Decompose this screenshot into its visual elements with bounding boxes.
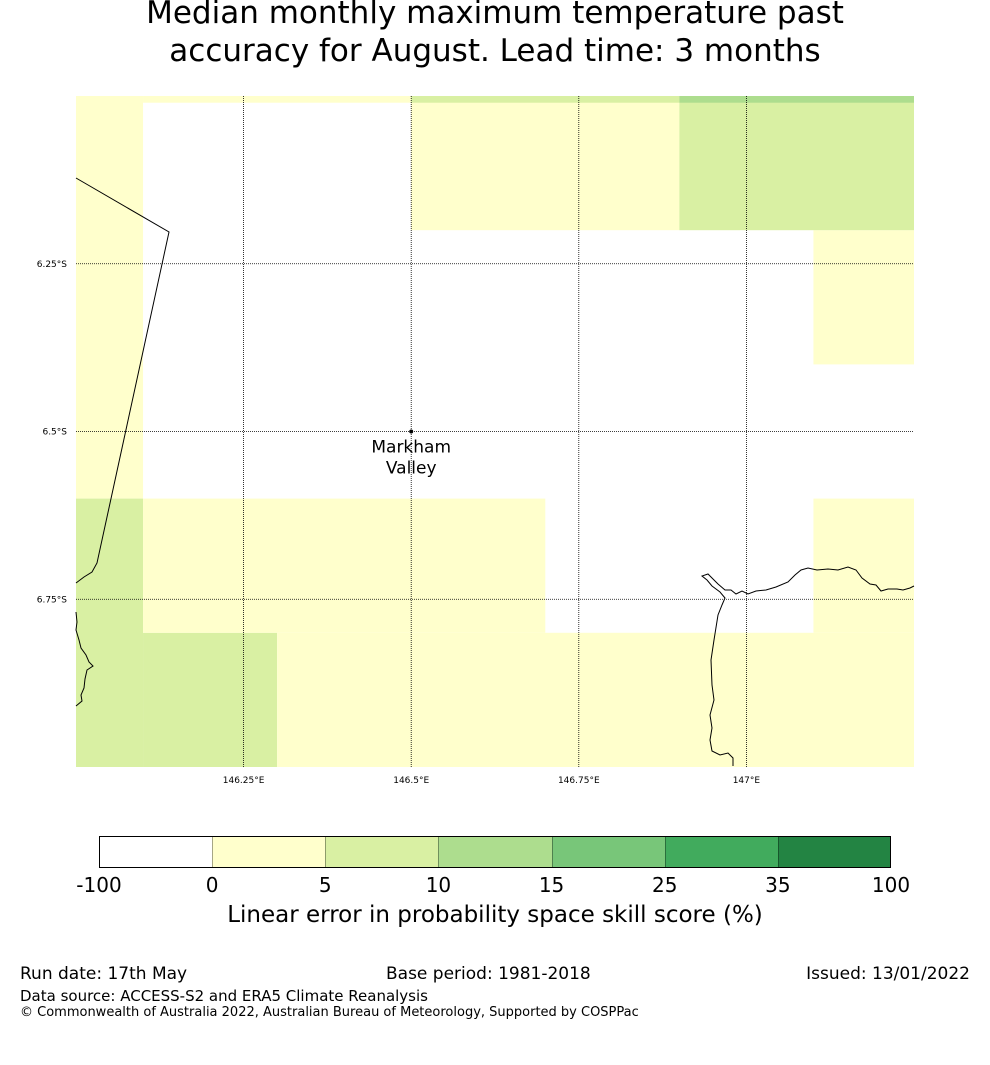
latitude-tick-label: 6.25°S (37, 260, 68, 270)
skill-cell (679, 96, 914, 103)
skill-cell (813, 230, 914, 365)
legend-color-box (212, 836, 326, 868)
place-label-line-1: Markham (371, 438, 451, 458)
longitude-tick-label: 147°E (733, 776, 761, 786)
place-label-line-2: Valley (386, 459, 437, 479)
legend-color-box (777, 836, 891, 868)
legend-bound-label: 0 (205, 873, 219, 897)
legend-color-box (551, 836, 665, 868)
skill-cell (143, 96, 412, 103)
skill-cell (813, 498, 914, 633)
skill-cell (76, 498, 144, 767)
legend-bound-label: 5 (318, 873, 332, 897)
legend-color-box (325, 836, 439, 868)
data-source: Data source: ACCESS-S2 and ERA5 Climate … (20, 987, 428, 1005)
longitude-tick-label: 146.75°E (558, 776, 600, 786)
run-date: Run date: 17th May (20, 964, 188, 984)
title-line-2: accuracy for August. Lead time: 3 months (169, 33, 821, 69)
skill-cell (143, 632, 278, 767)
chart-title: Median monthly maximum temperature past … (0, 0, 990, 70)
longitude-tick-label: 146.25°E (223, 776, 265, 786)
skill-cell (277, 632, 914, 767)
coastline-southwest (75, 611, 94, 707)
skill-cell (411, 96, 680, 103)
skill-cells (76, 96, 914, 767)
legend-color-box (99, 836, 213, 868)
legend-bound-label: 15 (538, 873, 565, 897)
skill-cell (143, 498, 546, 633)
tick-labels: 146.25°E 146.5°E 146.75°E 147°E 6.25°S 6.5°S 6… (37, 260, 761, 786)
coastlines (75, 177, 915, 766)
latitude-tick-label: 6.5°S (42, 428, 67, 438)
gridlines (76, 96, 914, 767)
coastline-west (75, 177, 170, 584)
legend-bound-label: 10 (425, 873, 452, 897)
coastline-east (700, 566, 915, 766)
legend-bound-label: 35 (765, 873, 791, 897)
latitude-tick-label: 6.75°S (37, 595, 68, 605)
base-period: Base period: 1981-2018 (386, 964, 591, 984)
markham-valley-marker (409, 429, 414, 434)
skill-cell (411, 96, 680, 231)
skill-cell (679, 96, 914, 231)
legend-color-box (664, 836, 778, 868)
issued-date: Issued: 13/01/2022 (806, 964, 970, 984)
copyright: © Commonwealth of Australia 2022, Austra… (20, 1005, 639, 1020)
title-line-1: Median monthly maximum temperature past (146, 0, 844, 31)
legend-bound-label: 100 (871, 873, 911, 897)
skill-cell (76, 96, 144, 499)
legend-bound-label: 25 (651, 873, 678, 897)
legend-bound-label: -100 (76, 873, 122, 897)
legend-colorbar (99, 836, 891, 868)
longitude-tick-label: 146.5°E (393, 776, 429, 786)
legend-color-box (438, 836, 552, 868)
legend-title: Linear error in probability space skill … (227, 902, 763, 928)
